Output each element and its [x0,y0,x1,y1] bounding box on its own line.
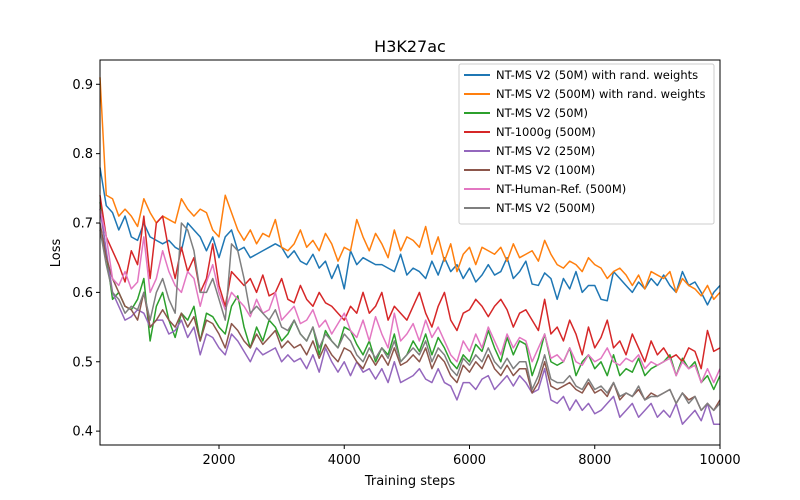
x-tick-label: 6000 [453,453,486,468]
series-line-1 [99,167,721,306]
series-line-8 [99,222,721,412]
y-axis: 0.4 0.5 0.6 0.7 0.8 0.9 [72,78,100,440]
series-lines [99,77,721,425]
chart-title: H3K27ac [374,37,446,56]
legend-label-5: NT-MS V2 (250M) [496,144,595,158]
y-tick-label: 0.8 [72,147,93,162]
x-tick-label: 4000 [328,453,361,468]
legend-box [458,63,715,225]
series-line-5 [99,209,720,425]
legend-label-3: NT-MS V2 (50M) [496,106,588,120]
x-axis-title: Training steps [364,474,456,489]
y-tick-label: 0.4 [72,425,93,440]
legend-label-7: NT-Human-Ref. (500M) [496,182,626,196]
y-tick-label: 0.6 [72,286,93,301]
legend-label-6: NT-MS V2 (100M) [496,163,595,177]
y-tick-label: 0.7 [72,217,93,232]
legend-label-4: NT-1000g (500M) [496,125,596,139]
y-axis-title: Loss [49,239,64,268]
plot-frame [99,59,721,446]
legend-label-8: NT-MS V2 (500M) [496,201,595,215]
series-line-3 [99,202,721,391]
x-tick-label: 2000 [202,453,235,468]
legend-label-1: NT-MS V2 (50M) with rand. weights [496,68,698,82]
legend: NT-MS V2 (50M) with rand. weights NT-MS V… [458,63,715,225]
legend-label-2: NT-MS V2 (500M) with rand. weights [496,87,705,101]
y-tick-label: 0.9 [72,78,93,93]
series-line-7 [99,208,721,384]
series-line-2 [99,77,721,301]
series-line-4 [99,195,721,370]
x-tick-label: 10000 [699,453,740,468]
y-tick-label: 0.5 [72,355,93,370]
x-axis: 2000 4000 6000 8000 10000 [202,445,741,468]
x-tick-label: 8000 [578,453,611,468]
